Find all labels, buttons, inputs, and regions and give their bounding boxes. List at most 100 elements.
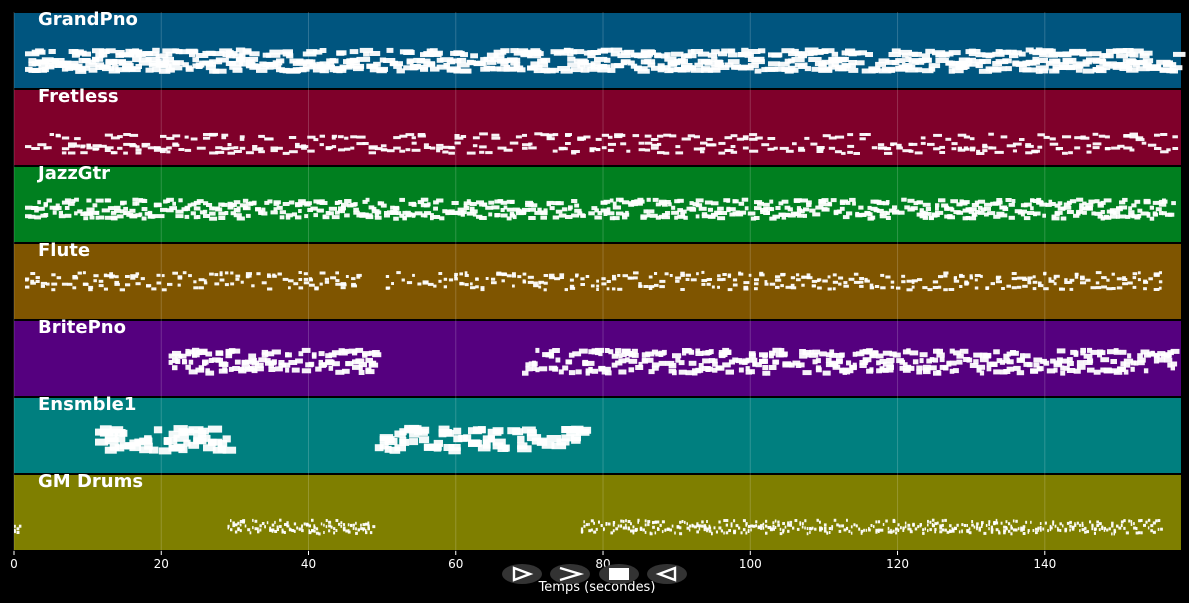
- note: [356, 135, 366, 139]
- note: [307, 149, 315, 153]
- note: [288, 150, 298, 154]
- note: [655, 215, 661, 220]
- note: [979, 370, 985, 376]
- track-britepno[interactable]: BritePno: [14, 317, 1181, 396]
- note: [898, 210, 905, 215]
- note: [1027, 530, 1030, 534]
- track-jazzgtr[interactable]: JazzGtr: [14, 163, 1181, 242]
- track-gm-drums[interactable]: GM Drums: [14, 471, 1181, 550]
- note: [1157, 519, 1161, 522]
- forward-button[interactable]: [550, 564, 590, 584]
- note: [949, 368, 955, 374]
- note: [834, 150, 842, 154]
- note: [724, 62, 734, 68]
- note: [674, 199, 680, 204]
- note: [405, 133, 415, 137]
- note: [390, 209, 398, 214]
- note: [205, 50, 215, 56]
- note: [169, 206, 177, 211]
- note: [88, 67, 98, 73]
- note: [147, 210, 153, 215]
- note: [329, 58, 336, 64]
- note: [1130, 523, 1133, 526]
- note: [815, 367, 822, 373]
- note: [25, 205, 33, 210]
- note: [464, 283, 469, 287]
- note: [958, 530, 961, 534]
- note: [1087, 367, 1095, 373]
- note: [276, 146, 283, 150]
- note: [897, 529, 899, 532]
- note: [754, 56, 765, 62]
- note: [717, 51, 728, 57]
- note: [335, 529, 338, 532]
- note: [135, 148, 142, 152]
- note: [644, 59, 656, 65]
- note: [256, 272, 261, 276]
- note: [989, 362, 998, 367]
- note: [911, 51, 922, 57]
- note: [896, 143, 902, 147]
- play-button[interactable]: [502, 564, 542, 584]
- note: [680, 288, 685, 291]
- note: [412, 273, 415, 277]
- note: [661, 202, 668, 207]
- note: [974, 286, 979, 290]
- note: [652, 525, 655, 529]
- note: [1158, 199, 1164, 204]
- note: [920, 136, 926, 140]
- note: [235, 47, 246, 53]
- note: [355, 527, 357, 531]
- note: [99, 429, 114, 437]
- note: [512, 272, 516, 276]
- note: [1011, 286, 1017, 290]
- note: [296, 526, 299, 530]
- note: [1052, 520, 1055, 524]
- note: [543, 288, 547, 292]
- track-grandpno[interactable]: GrandPno: [14, 9, 1186, 88]
- note: [271, 359, 277, 365]
- note: [741, 47, 749, 53]
- note: [933, 357, 939, 363]
- note: [293, 522, 297, 526]
- note: [104, 149, 111, 152]
- note: [291, 529, 295, 532]
- note: [806, 200, 812, 205]
- note: [882, 367, 889, 373]
- track-flute[interactable]: Flute: [14, 240, 1181, 319]
- note: [512, 215, 517, 220]
- note: [707, 207, 713, 212]
- note: [928, 215, 934, 220]
- note: [207, 438, 217, 446]
- note: [423, 211, 432, 216]
- note: [803, 207, 810, 212]
- note: [779, 532, 783, 536]
- note: [1075, 67, 1083, 73]
- note: [64, 198, 72, 203]
- note: [496, 272, 502, 276]
- note: [782, 528, 785, 532]
- note: [384, 213, 390, 218]
- note: [568, 352, 575, 358]
- note: [92, 203, 98, 208]
- back-button[interactable]: [647, 564, 687, 584]
- note: [55, 206, 62, 210]
- note: [89, 210, 94, 215]
- note: [1082, 201, 1087, 206]
- note: [651, 365, 659, 371]
- note: [239, 523, 242, 527]
- note: [555, 209, 563, 214]
- track-fretless[interactable]: Fretless: [14, 86, 1181, 165]
- note: [1140, 211, 1149, 216]
- note: [938, 198, 946, 203]
- stop-button[interactable]: [599, 564, 639, 584]
- note: [627, 526, 630, 530]
- track-ensmble1[interactable]: Ensmble1: [14, 394, 1181, 473]
- note: [141, 216, 147, 221]
- note: [460, 212, 465, 217]
- note: [89, 215, 95, 220]
- note: [632, 529, 635, 533]
- note: [929, 357, 935, 363]
- note: [922, 286, 928, 290]
- note: [1102, 53, 1114, 59]
